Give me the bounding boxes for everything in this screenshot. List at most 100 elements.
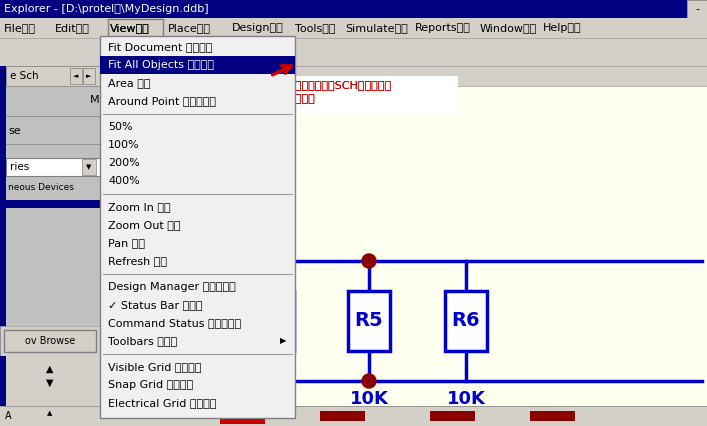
Text: Around Point 以点为中心: Around Point 以点为中心	[108, 96, 216, 106]
Bar	[6, 158, 100, 176]
Bar	[0, 326, 100, 356]
Circle shape	[266, 374, 280, 388]
Text: Design设计: Design设计	[232, 23, 284, 33]
Bar	[430, 411, 475, 421]
Circle shape	[266, 254, 280, 268]
Text: Refresh 刷新: Refresh 刷新	[108, 256, 167, 266]
Text: R4: R4	[259, 311, 287, 331]
Text: Place放置: Place放置	[168, 23, 211, 33]
Text: ▼: ▼	[46, 378, 54, 388]
Text: 10K: 10K	[349, 390, 388, 408]
Text: 10K: 10K	[447, 390, 486, 408]
Text: A: A	[5, 411, 11, 421]
Bar	[0, 406, 707, 426]
Text: 100%: 100%	[108, 140, 139, 150]
Bar	[220, 411, 265, 421]
Bar	[105, 68, 175, 84]
Bar	[83, 68, 95, 84]
Bar	[273, 76, 458, 114]
Bar	[0, 356, 6, 406]
Bar	[155, 291, 197, 351]
Bar	[190, 43, 204, 57]
Text: Simulate仿真: Simulate仿真	[345, 23, 408, 33]
Text: Command Status 命令状态栏: Command Status 命令状态栏	[108, 318, 241, 328]
Text: ov Browse: ov Browse	[25, 336, 75, 346]
Text: Help帮助: Help帮助	[543, 23, 582, 33]
Text: Fit Document 适合文档: Fit Document 适合文档	[108, 42, 212, 52]
Text: Window窗口: Window窗口	[480, 23, 537, 33]
Text: R3: R3	[162, 311, 190, 331]
Bar	[208, 43, 222, 57]
Circle shape	[169, 254, 183, 268]
Text: Sheet1.Sch: Sheet1.Sch	[108, 71, 167, 81]
Text: 400%: 400%	[108, 176, 140, 186]
Text: Design Manager 设计管理器: Design Manager 设计管理器	[108, 282, 235, 292]
Text: R5: R5	[355, 311, 383, 331]
Bar	[0, 66, 100, 406]
Bar	[0, 38, 707, 66]
Bar	[445, 291, 487, 351]
Text: Toolbars 工具条: Toolbars 工具条	[108, 336, 177, 346]
Text: 200%: 200%	[108, 158, 140, 168]
Bar	[110, 43, 126, 59]
Bar	[252, 291, 294, 351]
Text: ▼: ▼	[86, 164, 92, 170]
Text: Fit All Objects 适合全部: Fit All Objects 适合全部	[108, 60, 214, 70]
Bar	[108, 19, 163, 37]
Text: M: M	[90, 95, 100, 105]
Bar	[100, 66, 707, 406]
Bar	[146, 43, 162, 59]
Bar	[128, 43, 144, 59]
Text: CC: CC	[112, 206, 177, 249]
Bar	[220, 418, 265, 424]
Bar	[100, 56, 295, 74]
Circle shape	[362, 254, 376, 268]
Text: ▲: ▲	[46, 364, 54, 374]
Bar	[0, 18, 707, 38]
Bar	[100, 66, 707, 406]
Bar	[348, 291, 390, 351]
Bar	[4, 330, 96, 352]
Bar	[70, 68, 82, 84]
Text: 10K: 10K	[156, 390, 195, 408]
Text: 50%: 50%	[108, 122, 133, 132]
Text: 10K: 10K	[254, 390, 293, 408]
Text: Reports报告: Reports报告	[415, 23, 471, 33]
Text: ✓ Status Bar 状态栏: ✓ Status Bar 状态栏	[108, 300, 202, 310]
Text: File文件: File文件	[4, 23, 36, 33]
Text: ►: ►	[86, 73, 92, 79]
Text: Snap Grid 捕获网格: Snap Grid 捕获网格	[108, 380, 193, 390]
Circle shape	[169, 374, 183, 388]
Text: Zoom Out 缩小: Zoom Out 缩小	[108, 220, 180, 230]
Text: e Sch: e Sch	[10, 71, 39, 81]
Text: 运行此项，将显示出SCH图纸中的所
有有效零件！: 运行此项，将显示出SCH图纸中的所 有有效零件！	[275, 80, 391, 104]
Bar	[320, 411, 365, 421]
Text: Edit编辑: Edit编辑	[55, 23, 90, 33]
Text: -: -	[695, 4, 699, 14]
Text: ◄: ◄	[74, 73, 78, 79]
Text: R6: R6	[452, 311, 480, 331]
Text: ↩↪: ↩↪	[228, 45, 251, 59]
Bar	[0, 0, 687, 18]
Bar	[6, 66, 100, 86]
Bar	[0, 66, 6, 406]
Bar	[100, 36, 295, 418]
Text: Tools工具: Tools工具	[295, 23, 336, 33]
Bar	[82, 159, 96, 175]
Text: Explorer - [D:\protel试\MyDesign.ddb]: Explorer - [D:\protel试\MyDesign.ddb]	[4, 4, 209, 14]
Bar	[687, 0, 707, 18]
Text: ▶: ▶	[280, 337, 286, 345]
Text: ?: ?	[270, 45, 277, 59]
Text: 运行此项，将显示出SCH图纸中的所
有有效零件！: 运行此项，将显示出SCH图纸中的所 有有效零件！	[275, 80, 391, 104]
Text: Zoom In 放大: Zoom In 放大	[108, 202, 170, 212]
Text: Electrical Grid 电气网格: Electrical Grid 电气网格	[108, 398, 216, 408]
Text: se: se	[8, 126, 21, 136]
Circle shape	[362, 374, 376, 388]
Text: ▲: ▲	[47, 410, 53, 416]
Text: neous Devices: neous Devices	[8, 184, 74, 193]
Text: View视图: View视图	[110, 23, 150, 33]
Text: Visible Grid 可视网格: Visible Grid 可视网格	[108, 362, 201, 372]
Bar	[0, 356, 100, 406]
Bar	[100, 66, 707, 86]
Bar	[530, 411, 575, 421]
